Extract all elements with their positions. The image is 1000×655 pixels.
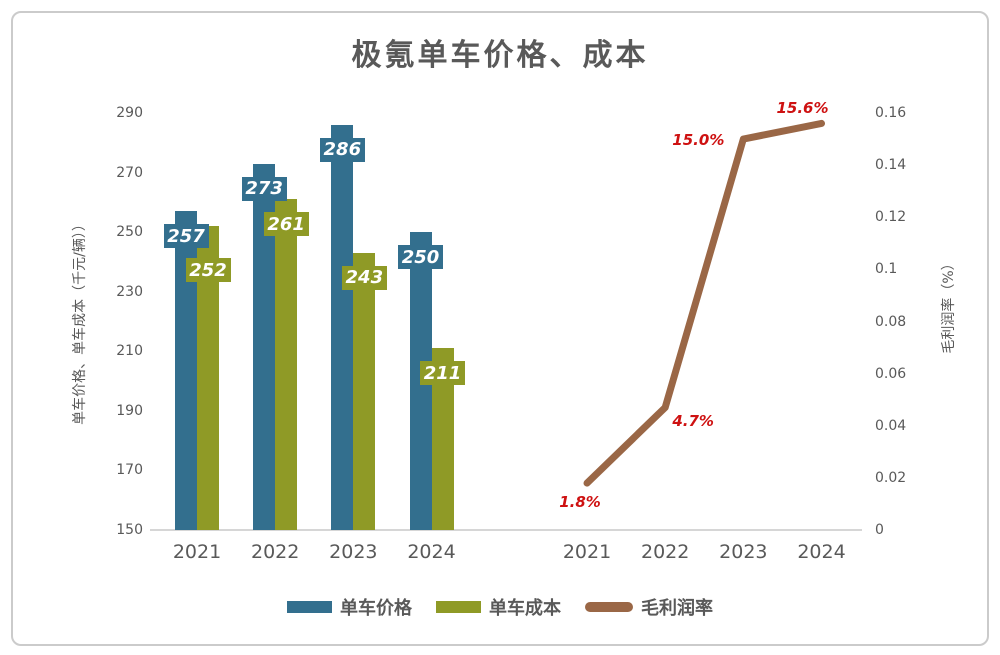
bar-price-label: 250 <box>398 245 443 270</box>
margin-point-label: 15.6% <box>776 99 829 118</box>
right-axis-tick: 0.16 <box>875 105 907 121</box>
bar-price-stem <box>175 211 197 530</box>
x-axis-label-bar: 2023 <box>329 541 378 563</box>
legend-label: 单车成本 <box>489 598 561 619</box>
left-axis-tick: 170 <box>116 462 143 479</box>
margin-point-label: 1.8% <box>559 493 601 512</box>
bar-cost-stem <box>353 252 376 530</box>
legend-item-bar: 单车成本 <box>436 594 561 620</box>
right-axis-tick: 0.08 <box>875 313 907 330</box>
legend-label: 毛利润率 <box>641 598 713 619</box>
margin-point-label: 4.7% <box>672 411 714 430</box>
x-axis-label-line: 2021 <box>562 541 612 563</box>
left-axis-tick: 250 <box>116 224 143 241</box>
x-axis-label-bar: 2022 <box>250 541 300 563</box>
bar-cost-label: 252 <box>185 258 231 283</box>
bar-cost-stem <box>197 226 219 530</box>
legend-swatch <box>436 601 481 613</box>
left-axis-tick: 230 <box>116 283 143 300</box>
left-axis-tick: 290 <box>116 105 143 121</box>
legend-item-bar: 单车价格 <box>287 594 412 620</box>
left-axis-tick: 190 <box>116 402 143 419</box>
x-axis-line <box>150 529 862 531</box>
margin-point-label: 15.0% <box>672 131 725 150</box>
bar-cost-label: 211 <box>420 361 465 386</box>
bar-price-stem <box>331 124 354 530</box>
bar-cost-label: 243 <box>341 265 387 290</box>
right-axis-tick: 0.02 <box>875 469 907 486</box>
bar-price-label: 257 <box>163 224 209 249</box>
bar-price-label: 286 <box>319 137 365 162</box>
bar-cost-label: 261 <box>263 212 309 237</box>
chart-title: 极氪单车价格、成本 <box>351 38 649 73</box>
right-axis-tick: 0.1 <box>875 261 898 278</box>
legend-swatch <box>585 602 633 612</box>
margin-line <box>583 119 826 487</box>
x-axis-label-line: 2024 <box>797 541 846 563</box>
right-axis-tick: 0.14 <box>875 157 907 174</box>
x-axis-label-bar: 2021 <box>172 541 222 563</box>
left-axis-tick: 270 <box>116 164 143 181</box>
legend: 单车价格 单车成本 毛利润率 <box>0 594 1000 620</box>
bar-cost-stem <box>431 348 454 530</box>
right-axis-tick: 0.06 <box>875 365 907 382</box>
right-axis-tick: 0.12 <box>875 209 907 226</box>
legend-item-margin: 毛利润率 <box>585 594 713 620</box>
x-axis-label-line: 2022 <box>640 541 690 563</box>
bar-price-stem <box>253 163 276 530</box>
legend-label: 单车价格 <box>340 598 412 619</box>
bar-cost-stem <box>275 199 298 530</box>
left-axis-tick: 150 <box>116 522 143 538</box>
left-axis-tick: 210 <box>116 343 143 360</box>
x-axis-label-bar: 2024 <box>407 541 456 563</box>
bar-price-label: 273 <box>241 176 287 201</box>
x-axis-label-line: 2023 <box>719 541 768 563</box>
legend-swatch <box>287 601 332 613</box>
right-axis-tick: 0.04 <box>875 417 907 434</box>
right-axis-tick: 0 <box>875 522 884 538</box>
